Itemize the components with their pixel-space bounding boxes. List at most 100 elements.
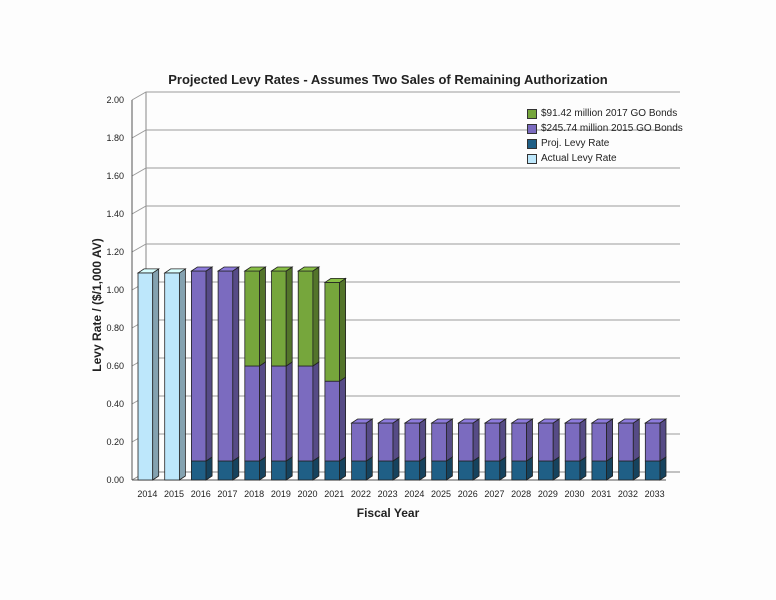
bar-segment — [564, 422, 581, 462]
y-tick-label: 1.00 — [106, 285, 124, 295]
bar-top — [270, 266, 294, 272]
bar-segment — [538, 422, 554, 462]
x-tick-label: 2033 — [645, 489, 665, 499]
y-tick-label: 0.20 — [106, 437, 124, 447]
bar-segment-side — [285, 266, 293, 367]
bar-top — [510, 418, 534, 424]
x-tick-label: 2028 — [511, 489, 531, 499]
bar-segment — [377, 422, 394, 462]
bar-segment-side — [499, 418, 507, 462]
bar-segment-side — [365, 418, 373, 462]
bar-top — [163, 268, 187, 274]
x-tick-label: 2029 — [538, 489, 558, 499]
bar-segment-side — [552, 418, 560, 462]
x-tick-label: 2018 — [244, 489, 264, 499]
bar-segment — [244, 365, 260, 462]
bar-segment — [564, 460, 581, 481]
bar-segment — [591, 460, 607, 481]
bar-segment-side — [392, 418, 400, 462]
legend-label: Actual Levy Rate — [541, 153, 617, 164]
bar-top — [590, 418, 614, 424]
bar-segment-side — [232, 266, 240, 462]
bar-top — [216, 266, 241, 272]
x-tick-label: 2024 — [404, 489, 424, 499]
x-tick-label: 2016 — [191, 489, 211, 499]
legend-swatch — [527, 138, 537, 149]
x-tick-label: 2021 — [324, 489, 344, 499]
bar-top — [457, 418, 481, 424]
bar-segment — [538, 460, 554, 481]
bar-segment — [377, 460, 394, 481]
bar-segment — [244, 270, 260, 367]
bar-segment — [217, 270, 234, 462]
bar-segment — [217, 460, 234, 481]
y-tick-label: 1.60 — [106, 171, 124, 181]
legend-label: $91.42 million 2017 GO Bonds — [541, 108, 678, 119]
x-tick-label: 2032 — [618, 489, 638, 499]
bar-segment-side — [659, 418, 667, 462]
bar-segment — [137, 272, 154, 481]
bar-segment — [404, 422, 421, 462]
bar-segment-side — [205, 266, 213, 462]
bar-segment-side — [445, 418, 453, 462]
bar-segment — [324, 460, 340, 481]
y-tick-label: 1.20 — [106, 247, 124, 257]
bar-top — [296, 266, 321, 272]
gridline — [131, 281, 680, 291]
x-axis-label: Fiscal Year — [356, 506, 420, 520]
bar-top — [350, 418, 374, 424]
bar-top — [563, 418, 588, 424]
bar-segment — [297, 460, 314, 481]
x-tick-label: 2014 — [137, 489, 157, 499]
bar-top — [643, 418, 668, 424]
bar-top — [537, 418, 561, 424]
bar-segment-side — [472, 418, 480, 462]
gridline — [131, 319, 680, 329]
bar-segment-side — [632, 418, 640, 462]
legend-label: Proj. Levy Rate — [541, 138, 610, 149]
chart-title: Projected Levy Rates - Assumes Two Sales… — [168, 72, 608, 87]
gridline — [131, 357, 680, 367]
bar-segment-side — [178, 268, 186, 481]
bar-segment — [644, 460, 661, 481]
bar-top — [483, 418, 508, 424]
bar-top — [190, 266, 214, 272]
gridline — [131, 205, 680, 215]
bar-segment — [591, 422, 607, 462]
bar-segment-side — [339, 277, 346, 382]
x-tick-label: 2023 — [378, 489, 398, 499]
y-tick-label: 1.40 — [106, 209, 124, 219]
bar-top — [323, 277, 347, 283]
x-tick-label: 2022 — [351, 489, 371, 499]
x-tick-label: 2026 — [458, 489, 478, 499]
legend-item: Proj. Levy Rate — [527, 136, 683, 151]
legend-item: $91.42 million 2017 GO Bonds — [527, 106, 683, 121]
x-tick-label: 2030 — [565, 489, 585, 499]
bar-top — [617, 418, 641, 424]
y-tick-label: 0.00 — [106, 475, 124, 485]
x-tick-label: 2017 — [217, 489, 237, 499]
gridline — [131, 91, 680, 101]
bar-segment — [484, 460, 501, 481]
bar-segment — [351, 422, 367, 462]
y-tick-label: 2.00 — [106, 95, 124, 105]
x-tick-label: 2031 — [591, 489, 611, 499]
bar-segment — [644, 422, 661, 462]
bar-segment — [458, 422, 474, 462]
bar-segment-side — [579, 418, 587, 462]
bar-segment — [324, 380, 340, 462]
x-tick-label: 2020 — [298, 489, 318, 499]
bar-segment — [484, 422, 501, 462]
bar-top — [430, 418, 454, 424]
bar-segment-side — [606, 418, 613, 462]
x-tick-label: 2019 — [271, 489, 291, 499]
y-axis-label: Levy Rate / ($/1,000 AV) — [90, 238, 104, 372]
y-tick-label: 0.60 — [106, 361, 124, 371]
bar-segment — [618, 422, 634, 462]
legend-swatch — [527, 153, 537, 164]
bar-segment-side — [259, 266, 266, 367]
bar-segment — [511, 460, 527, 481]
legend-swatch — [527, 123, 537, 134]
y-tick-label: 1.80 — [106, 133, 124, 143]
